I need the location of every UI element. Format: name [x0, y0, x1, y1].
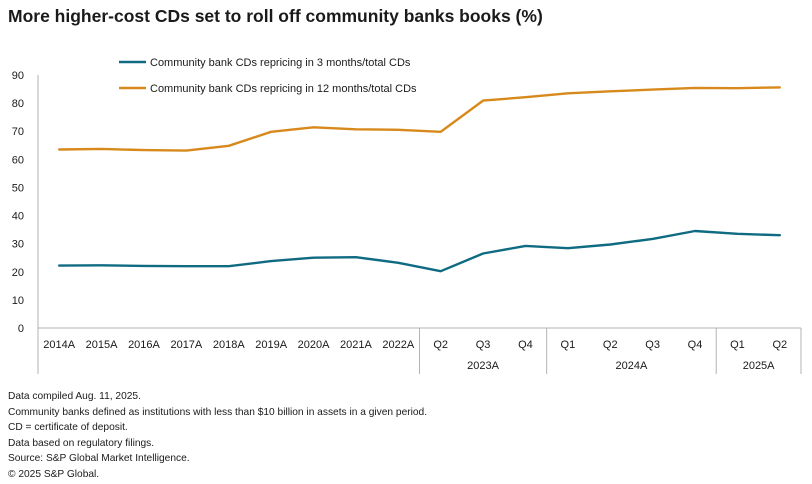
x-category-label: 2014A: [43, 339, 75, 351]
footnotes: Data compiled Aug. 11, 2025. Community b…: [8, 389, 427, 483]
y-axis: 0 10 20 30 40 50 60 70 80 90: [12, 70, 24, 335]
x-group-label: 2023A: [467, 360, 499, 372]
y-tick-label: 0: [18, 323, 24, 335]
x-group-label: 2024A: [616, 360, 648, 372]
x-category-label: Q2: [433, 339, 448, 351]
footnote-line: Data compiled Aug. 11, 2025.: [8, 391, 141, 402]
y-tick-label: 60: [12, 154, 24, 166]
x-category-label: 2022A: [382, 339, 414, 351]
x-category-label: Q4: [688, 339, 703, 351]
x-category-label: Q3: [645, 339, 660, 351]
y-tick-label: 10: [12, 295, 24, 307]
x-axis: 2014A 2015A 2016A 2017A 2018A 2019A 2020A 2021A…: [43, 339, 787, 372]
y-tick-label: 40: [12, 211, 24, 223]
legend: Community bank CDs repricing in 3 months…: [119, 57, 417, 95]
y-tick-label: 80: [12, 98, 24, 110]
x-category-label: Q3: [476, 339, 491, 351]
x-category-label: 2020A: [298, 339, 330, 351]
footnote-line: © 2025 S&P Global.: [8, 468, 100, 480]
x-category-label: Q2: [772, 339, 787, 351]
chart-title: More higher-cost CDs set to roll off com…: [8, 6, 543, 26]
footnote-line: CD = certificate of deposit.: [8, 422, 128, 434]
axis-frame: [37, 75, 802, 374]
y-tick-label: 20: [12, 267, 24, 279]
x-category-label: Q4: [518, 339, 533, 351]
y-tick-label: 70: [12, 126, 24, 138]
x-category-label: Q1: [561, 339, 576, 351]
x-category-label: 2015A: [86, 339, 118, 351]
legend-label: Community bank CDs repricing in 3 months…: [150, 57, 411, 69]
x-category-label: 2021A: [340, 339, 372, 351]
footnote-line: Data based on regulatory filings.: [8, 437, 155, 449]
x-category-label: Q2: [603, 339, 618, 351]
x-category-label: 2019A: [255, 339, 287, 351]
series-lines: [58, 86, 781, 273]
y-tick-label: 30: [12, 239, 24, 251]
footnote-line: Community banks defined as institutions …: [8, 406, 428, 418]
x-category-label: 2016A: [128, 339, 160, 351]
x-category-label: Q1: [730, 339, 745, 351]
x-category-label: 2018A: [213, 339, 245, 351]
footnote-line: Source: S&P Global Market Intelligence.: [8, 453, 190, 465]
legend-label: Community bank CDs repricing in 12 month…: [150, 83, 417, 95]
x-category-label: 2017A: [170, 339, 202, 351]
series-line-1: [58, 229, 781, 273]
x-group-label: 2025A: [743, 360, 775, 372]
y-tick-label: 90: [12, 70, 24, 82]
series-line-2: [58, 86, 781, 152]
y-tick-label: 50: [12, 182, 24, 194]
